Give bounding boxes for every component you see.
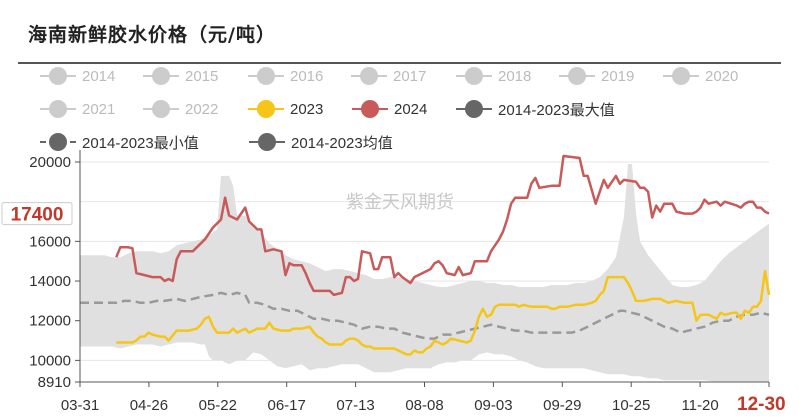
legend-label: 2016 <box>290 67 324 85</box>
legend-label: 2023 <box>290 100 324 118</box>
series-line-2024 <box>115 154 770 297</box>
x-tick-label: 08-08 <box>405 397 443 414</box>
legend-label: 2014 <box>82 67 116 85</box>
series-line-avg <box>80 291 770 340</box>
y-axis: 20000 16000 14000 12000 10000 8910 <box>29 154 80 391</box>
x-tick-label: 09-29 <box>543 397 581 414</box>
x-tick-label: 06-17 <box>268 397 306 414</box>
legend-label: 2024 <box>394 100 428 118</box>
legend-label: 2021 <box>82 100 116 118</box>
legend-marker-icon <box>456 99 492 119</box>
legend-label: 2020 <box>705 67 739 85</box>
legend-item-2015[interactable]: 2015 <box>143 66 218 86</box>
legend-item-2014-2023均值[interactable]: 2014-2023均值 <box>249 132 393 152</box>
legend-label: 2014-2023最小值 <box>82 134 199 152</box>
legend-marker-icon <box>663 66 699 86</box>
legend-marker-icon <box>456 66 492 86</box>
y-tick-label: 12000 <box>29 313 71 330</box>
y-tick-label: 16000 <box>29 233 71 250</box>
legend-label: 2015 <box>185 67 219 85</box>
x-tick-label: 04-26 <box>130 397 168 414</box>
legend-item-2020[interactable]: 2020 <box>663 66 738 86</box>
legend-item-2021[interactable]: 2021 <box>40 99 115 119</box>
legend-label: 2014-2023最大值 <box>498 101 615 119</box>
legend-item-2022[interactable]: 2022 <box>143 99 218 119</box>
legend-item-2018[interactable]: 2018 <box>456 66 531 86</box>
legend-label: 2019 <box>601 67 635 85</box>
legend-label: 2017 <box>393 67 427 85</box>
watermark: 紫金天风期货 <box>346 192 454 213</box>
legend-marker-icon <box>351 66 387 86</box>
x-tick-label: 11-20 <box>681 397 718 414</box>
legend-marker-icon <box>40 66 76 86</box>
legend-item-2014[interactable]: 2014 <box>40 66 115 86</box>
x-axis: 03-31 04-26 05-22 06-17 07-13 08-08 09-03 09-29… <box>61 382 786 415</box>
y-tick-label: 8910 <box>38 374 71 391</box>
x-tick-label: 03-31 <box>61 397 99 414</box>
x-tick-label: 05-22 <box>199 397 237 414</box>
last-value-label: 17400 <box>1 202 73 226</box>
legend-item-2019[interactable]: 2019 <box>559 66 634 86</box>
series-line-2023 <box>116 269 771 356</box>
legend-marker-icon <box>559 66 595 86</box>
x-tick-label: 10-25 <box>612 397 650 414</box>
x-tick-label-last: 12-30 <box>737 394 786 415</box>
legend-item-2014-2023最小值[interactable]: 2014-2023最小值 <box>40 132 199 152</box>
chart-legend: 2014 2015 2016 2017 2018 2019 2020 2021 2022 2023… <box>0 0 799 160</box>
chart-title: 海南新鲜胶水价格（元/吨） <box>28 24 276 46</box>
legend-marker-icon <box>249 132 285 152</box>
legend-label: 2014-2023均值 <box>291 134 393 152</box>
legend-label: 2022 <box>185 100 219 118</box>
legend-marker-icon <box>248 66 284 86</box>
last-value-box <box>1 202 73 226</box>
y-tick-label: 14000 <box>29 273 71 290</box>
legend-item-2017[interactable]: 2017 <box>351 66 426 86</box>
y-tick-label: 10000 <box>29 352 71 369</box>
y-tick-label: 20000 <box>29 154 71 171</box>
x-tick-label: 09-03 <box>474 397 512 414</box>
last-value-text: 17400 <box>11 205 64 226</box>
legend-item-2023[interactable]: 2023 <box>248 99 323 119</box>
range-band-max-min <box>80 164 769 382</box>
legend-marker-icon <box>143 66 179 86</box>
legend-label: 2018 <box>498 67 532 85</box>
legend-item-2016[interactable]: 2016 <box>248 66 323 86</box>
x-tick-label: 07-13 <box>336 397 374 414</box>
legend-item-2024[interactable]: 2024 <box>352 99 427 119</box>
legend-marker-icon <box>40 132 76 152</box>
legend-marker-icon <box>352 99 388 119</box>
legend-item-2014-2023最大值[interactable]: 2014-2023最大值 <box>456 99 615 119</box>
legend-marker-icon <box>248 99 284 119</box>
title-divider <box>18 62 781 64</box>
legend-marker-icon <box>143 99 179 119</box>
legend-marker-icon <box>40 99 76 119</box>
